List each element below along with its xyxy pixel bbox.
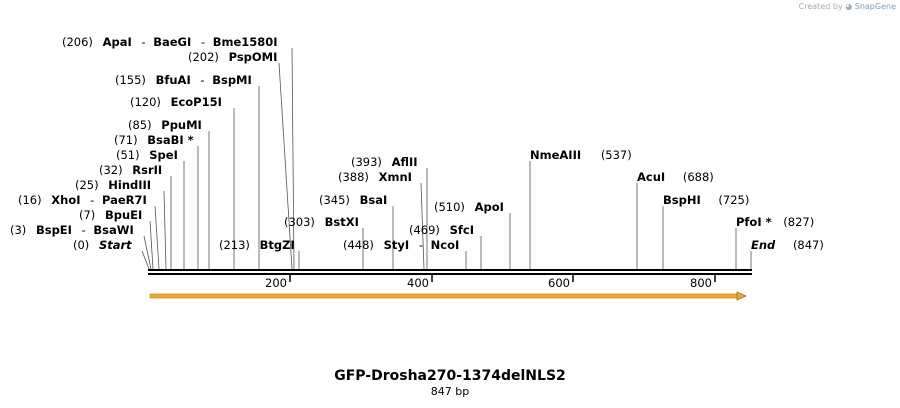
snapgene-logo-icon: ◕: [845, 2, 853, 11]
credit-brand: SnapGene: [854, 2, 896, 11]
ruler: 200 400 600 800: [265, 275, 716, 290]
plasmid-name: GFP-Drosha270-1374delNLS2: [334, 368, 566, 384]
site-label-202: (202) PspOMI: [188, 50, 277, 64]
tick-label-600: 600: [548, 276, 570, 290]
tick-label-400: 400: [407, 276, 429, 290]
site-label-16: (16) XhoI - PaeR7I: [18, 193, 147, 207]
feature-arrow: [149, 291, 747, 301]
dna-backbone: [148, 269, 752, 275]
site-label-448: (448) StyI - NcoI: [343, 238, 459, 252]
leader-xmni: [420, 182, 425, 270]
site-label-155: (155) BfuAI - BspMI: [115, 73, 252, 87]
leader-bsawi: [143, 235, 152, 270]
leader-bpuei: [149, 220, 154, 270]
leader-pspomi: [278, 62, 293, 270]
site-label-51: (51) SpeI: [116, 148, 178, 162]
site-label-827: PfoI * (827): [736, 215, 814, 229]
site-label-303: (303) BstXI: [284, 215, 359, 229]
site-label-71: (71) BsaBI *: [114, 133, 194, 147]
site-label-213: (213) BtgZI: [219, 238, 295, 252]
site-label-120: (120) EcoP15I: [130, 95, 222, 109]
site-label-725: BspHI (725): [663, 193, 749, 207]
site-label-206: (206) ApaI - BaeGI - Bme1580I: [62, 35, 278, 49]
site-label-end: End (847): [751, 238, 824, 252]
site-labels: (206) ApaI - BaeGI - Bme1580I (202) PspO…: [10, 35, 824, 252]
leader-hindiii: [163, 190, 167, 270]
site-label-345: (345) BsaI: [319, 193, 387, 207]
leader-bme1580i: [291, 47, 295, 270]
leader-start: [141, 250, 150, 270]
plasmid-length: 847 bp: [430, 385, 470, 398]
site-label-3: (3) BspEI - BsaWI: [10, 223, 134, 237]
credit-prefix: Created by: [798, 2, 843, 11]
leader-lines: [141, 47, 752, 270]
tick-label-800: 800: [690, 276, 712, 290]
site-label-25: (25) HindIII: [75, 178, 151, 192]
site-label-85: (85) PpuMI: [128, 118, 202, 132]
site-label-688: AcuI (688): [637, 170, 714, 184]
site-label-469: (469) SfcI: [409, 223, 474, 237]
site-label-start: (0) Start: [73, 238, 132, 252]
site-label-32: (32) RsrII: [99, 163, 162, 177]
site-label-7: (7) BpuEI: [79, 208, 142, 222]
leader-paer7i: [154, 205, 160, 270]
site-label-537: NmeAIII (537): [530, 148, 632, 162]
site-label-510: (510) ApoI: [434, 200, 504, 214]
site-label-393: (393) AflII: [351, 155, 418, 169]
snapgene-credit: Created by ◕ SnapGene: [799, 2, 896, 11]
tick-label-200: 200: [265, 276, 287, 290]
site-label-388: (388) XmnI: [338, 170, 412, 184]
